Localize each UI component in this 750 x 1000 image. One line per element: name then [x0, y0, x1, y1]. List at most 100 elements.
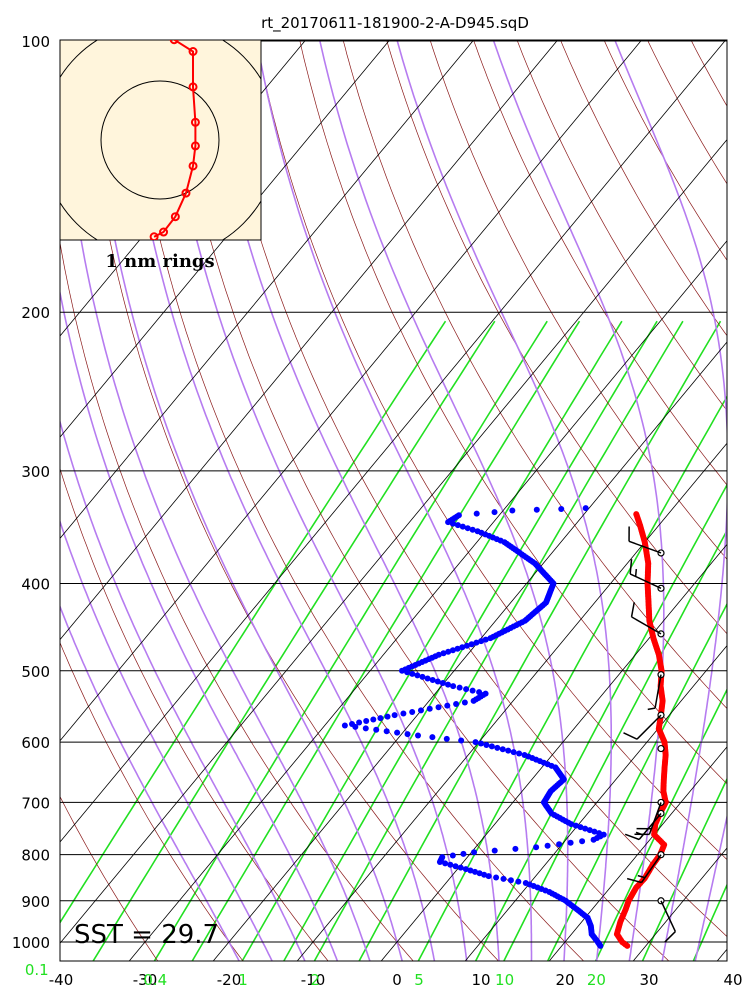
isotherm: [60, 40, 559, 641]
dewpoint-point: [482, 690, 489, 697]
dewpoint-point: [472, 739, 479, 746]
mixing-ratio-tick-label: 0.4: [143, 971, 167, 989]
dewpoint-point: [491, 509, 498, 516]
moist-adiabat: [396, 40, 612, 961]
mixing-ratio-tick-label: 5: [414, 971, 424, 989]
temperature-tick-label: -30: [133, 971, 158, 989]
dewpoint-point: [452, 863, 459, 870]
dewpoint-point: [409, 708, 416, 715]
hodograph-track: [149, 24, 200, 240]
dewpoint-point: [586, 827, 593, 834]
temperature-tick-label: -10: [301, 971, 326, 989]
dewpoint-point: [443, 735, 450, 742]
dry-adiabat: [429, 40, 727, 560]
hodograph-point: [181, 188, 191, 198]
mixing-ratio-line: [358, 320, 722, 961]
wind-barb-shaft: [660, 900, 677, 932]
dewpoint-point: [459, 523, 466, 530]
wind-barb-shaft: [636, 714, 662, 740]
dewpoint-point: [476, 870, 483, 877]
dewpoint-point: [426, 705, 433, 712]
dry-adiabat: [690, 40, 727, 107]
temperature-tick-label: 20: [555, 971, 574, 989]
dewpoint-point: [341, 722, 348, 729]
dewpoint-point: [533, 844, 540, 851]
dewpoint-point: [447, 861, 454, 868]
dewpoint-point: [469, 526, 476, 533]
sst-label: SST = 29.7: [74, 920, 219, 950]
temperature-tick-label: 40: [723, 971, 742, 989]
isotherm: [60, 40, 475, 540]
wind-barb-shaft: [654, 674, 662, 709]
dewpoint-point: [473, 639, 480, 646]
wind-barb-shaft: [628, 540, 662, 554]
mixing-ratio-line: [153, 320, 548, 961]
wind-barb: [623, 711, 665, 740]
dry-adiabat: [299, 40, 727, 785]
moist-adiabat: [613, 40, 727, 961]
dewpoint-point: [439, 854, 446, 861]
dry-adiabat: [714, 1, 750, 965]
hodograph-point: [190, 141, 200, 151]
wind-barb: [629, 559, 665, 592]
wind-barb: [657, 897, 677, 943]
mixing-ratio-line: [474, 483, 727, 961]
dewpoint-point: [582, 505, 589, 512]
dewpoint-point: [505, 747, 512, 754]
hodograph-point: [188, 47, 198, 56]
dewpoint-point: [377, 715, 384, 722]
dry-adiabat: [516, 40, 727, 412]
isotherm: [128, 240, 727, 961]
mixing-ratio-tick-label: 0.1: [25, 961, 49, 979]
mixing-ratio-line: [191, 320, 581, 961]
wind-barb-flag: [629, 559, 633, 575]
hodograph-point: [169, 40, 179, 45]
pressure-tick-label: 1000: [12, 934, 50, 952]
dewpoint-point: [509, 507, 516, 514]
pressure-tick-label: 600: [21, 734, 50, 752]
dewpoint-point: [510, 749, 517, 756]
dewpoint-point: [500, 875, 507, 882]
pressure-tick-label: 700: [21, 794, 50, 812]
dewpoint-point: [521, 751, 528, 758]
dry-adiabat: [255, 40, 727, 861]
temperature-tick-label: -40: [49, 971, 74, 989]
wind-barb-flag: [630, 602, 635, 618]
dewpoint-point: [439, 680, 446, 687]
dewpoint-point: [494, 744, 501, 751]
dry-adiabat: [60, 467, 329, 961]
dewpoint-point: [356, 719, 363, 726]
mixing-ratio-tick-label: 1: [238, 971, 248, 989]
dewpoint-point: [515, 878, 522, 885]
dewpoint-point: [476, 689, 483, 696]
dry-adiabat: [60, 795, 159, 961]
temperature-axis-labels: -40 -30 -20 -10 0 10 20 30 40: [49, 971, 743, 989]
dewpoint-point: [477, 740, 484, 747]
dewpoint-point: [440, 650, 447, 657]
plot-area: [60, 1, 750, 965]
dewpoint-point: [373, 726, 380, 733]
temperature-profile: [613, 511, 669, 949]
dewpoint-point: [445, 648, 452, 655]
dewpoint-point: [409, 670, 416, 677]
wind-barb-flag: [664, 931, 676, 943]
dewpoint-point: [460, 850, 467, 857]
hodograph-inset: [59, 24, 262, 241]
mixing-ratio-line: [502, 528, 727, 961]
hodograph-point: [151, 24, 158, 31]
temperature-tick-label: 0: [392, 971, 402, 989]
dewpoint-point: [404, 731, 411, 738]
temperature-point: [633, 511, 640, 518]
mixing-ratio-line: [92, 320, 496, 961]
dewpoint-point: [348, 720, 355, 727]
mixing-ratio-line: [241, 320, 623, 961]
dewpoint-point: [464, 525, 471, 532]
dewpoint-point: [457, 864, 464, 871]
hodograph-point: [149, 232, 159, 240]
hodograph-ring-1nm: [100, 80, 220, 200]
pressure-axis-labels: 100 200 300 400 500 600 700 800 900 1000: [12, 33, 50, 952]
dewpoint-point: [454, 522, 461, 529]
wind-barb: [657, 744, 665, 753]
dewpoint-point: [591, 828, 598, 835]
